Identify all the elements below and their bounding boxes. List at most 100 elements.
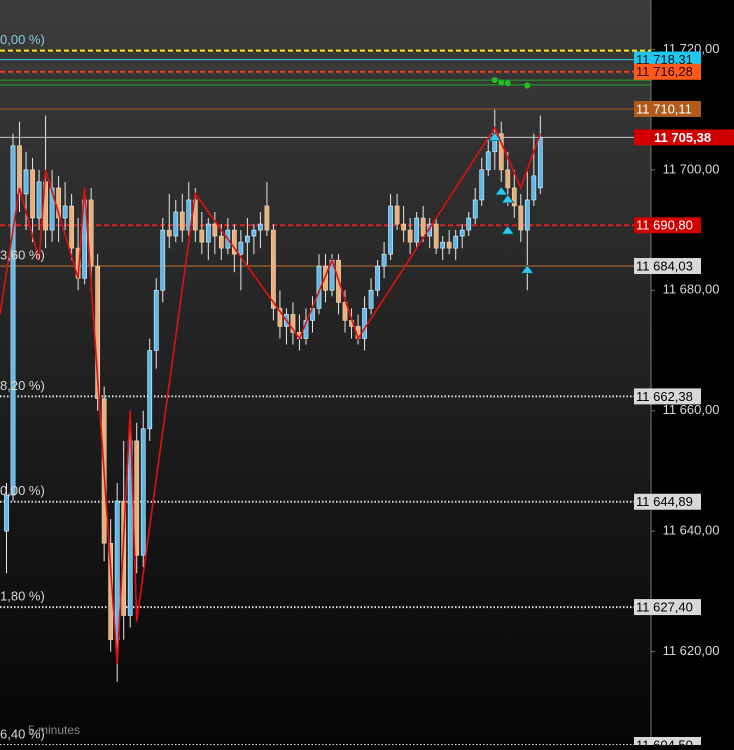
order-marker bbox=[501, 194, 515, 204]
candle-body bbox=[505, 169, 511, 189]
candle-body bbox=[433, 223, 439, 249]
candle-body bbox=[531, 175, 537, 201]
price-level-label: 11 662,38 bbox=[636, 389, 693, 404]
candle-body bbox=[134, 440, 140, 556]
candle-body bbox=[244, 235, 250, 243]
fibonacci-label: 0,00 %) bbox=[0, 32, 45, 47]
price-level-tag bbox=[634, 217, 701, 234]
candle-body bbox=[394, 205, 400, 225]
candle-body bbox=[160, 229, 166, 291]
candle-body bbox=[453, 235, 459, 249]
y-tick-label: 11 640,00 bbox=[663, 523, 720, 538]
timeframe-label: 5 minutes bbox=[28, 723, 80, 737]
candle-body bbox=[238, 241, 244, 255]
candle-body bbox=[95, 265, 101, 399]
candle-body bbox=[537, 137, 543, 189]
candle-body bbox=[511, 187, 517, 207]
signal-dot bbox=[524, 82, 531, 89]
candle-body bbox=[381, 253, 387, 267]
y-tick-label: 11 660,00 bbox=[663, 402, 720, 417]
candle-body bbox=[446, 241, 452, 249]
candle-body bbox=[342, 302, 348, 321]
price-level-label: 11 710,11 bbox=[636, 101, 692, 116]
fibonacci-label: 1,80 %) bbox=[0, 589, 45, 604]
order-marker bbox=[520, 264, 534, 274]
fibonacci-label: 8,20 %) bbox=[0, 378, 45, 393]
candle-body bbox=[212, 223, 218, 237]
candle-body bbox=[186, 199, 192, 231]
price-level-label: 11 716,28 bbox=[636, 64, 693, 79]
candle-body bbox=[518, 205, 524, 231]
price-level-tag bbox=[634, 388, 701, 405]
candle-body bbox=[498, 133, 504, 171]
candle-body bbox=[199, 229, 205, 243]
candle-body bbox=[147, 350, 153, 430]
candle-body bbox=[36, 181, 42, 219]
candle-body bbox=[485, 151, 491, 171]
candle-body bbox=[192, 199, 198, 231]
candle-body bbox=[362, 308, 367, 339]
candle-body bbox=[472, 199, 478, 219]
candle-body bbox=[62, 205, 68, 219]
candle-body bbox=[401, 223, 407, 231]
price-level-tag bbox=[634, 258, 701, 275]
candle-body bbox=[114, 500, 120, 640]
candle-body bbox=[121, 500, 127, 616]
candle-body bbox=[459, 229, 465, 237]
candle-body bbox=[10, 145, 16, 496]
candle-body bbox=[166, 229, 172, 237]
fibonacci-label: 6,40 %) bbox=[0, 726, 45, 741]
candle-body bbox=[4, 494, 9, 532]
candle-body bbox=[414, 217, 420, 243]
price-level-tag bbox=[634, 63, 701, 80]
order-marker bbox=[494, 186, 508, 196]
price-axis-panel bbox=[651, 0, 734, 745]
signal-dot bbox=[491, 77, 498, 84]
candle-body bbox=[264, 205, 270, 231]
fibonacci-label: 3,60 %) bbox=[0, 247, 45, 262]
candle-body bbox=[69, 205, 74, 249]
candle-body bbox=[49, 187, 55, 231]
fibonacci-label: 0,00 %) bbox=[0, 483, 45, 498]
candle-body bbox=[218, 235, 224, 249]
price-level-label: 11 718,31 bbox=[636, 52, 693, 67]
candle-body bbox=[231, 229, 237, 255]
candle-body bbox=[127, 440, 133, 616]
candle-body bbox=[524, 199, 530, 231]
candle-body bbox=[277, 308, 283, 327]
price-level-label: 11 705,38 bbox=[654, 130, 711, 145]
order-marker bbox=[501, 225, 515, 235]
candle-body bbox=[407, 229, 413, 243]
candle-body bbox=[290, 314, 296, 333]
zigzag-line bbox=[0, 126, 542, 664]
candle-body bbox=[420, 217, 426, 237]
candle-body bbox=[251, 229, 257, 237]
order-marker bbox=[488, 132, 502, 142]
price-level-label: 11 684,03 bbox=[636, 258, 693, 273]
candle-body bbox=[466, 217, 472, 231]
y-tick-label: 11 700,00 bbox=[663, 161, 720, 176]
candle-body bbox=[258, 223, 263, 231]
price-level-tag bbox=[634, 51, 701, 68]
candle-body bbox=[140, 428, 146, 556]
candle-body bbox=[271, 229, 276, 309]
candle-body bbox=[153, 289, 159, 351]
candle-body bbox=[368, 289, 374, 309]
price-level-label: 11 604,50 bbox=[636, 737, 693, 745]
price-level-tag bbox=[634, 493, 701, 510]
candle-body bbox=[88, 199, 94, 267]
candle-body bbox=[388, 205, 393, 255]
price-level-label: 11 627,40 bbox=[636, 600, 693, 615]
candle-body bbox=[479, 169, 485, 201]
candle-body bbox=[17, 145, 22, 195]
candle-body bbox=[173, 211, 179, 237]
candle-body bbox=[323, 265, 328, 291]
y-tick-label: 11 680,00 bbox=[663, 282, 720, 297]
candle-body bbox=[179, 211, 185, 231]
price-level-tag bbox=[634, 599, 701, 616]
candle-body bbox=[23, 169, 29, 195]
price-level-label: 11 690,80 bbox=[636, 218, 693, 233]
candle-body bbox=[30, 169, 35, 219]
signal-dot bbox=[504, 80, 511, 87]
